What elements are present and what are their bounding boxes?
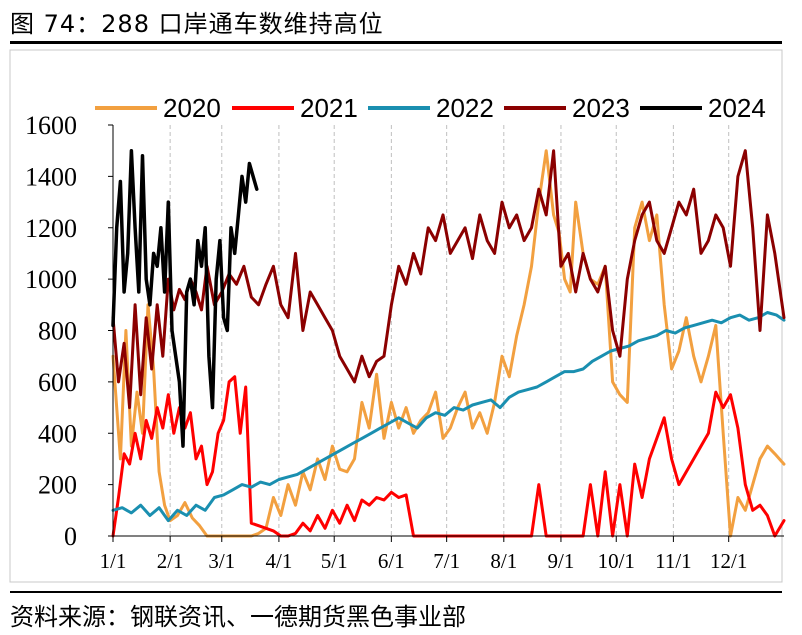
series-line-2023 <box>111 149 786 410</box>
legend-label-2020: 2020 <box>163 93 221 123</box>
plot-frame <box>9 49 783 583</box>
x-tick-label: 8/1 <box>490 549 517 573</box>
y-tick-label: 600 <box>38 368 77 397</box>
x-tick-label: 1/1 <box>100 549 127 573</box>
series-line-2024 <box>111 148 259 448</box>
y-tick-label: 400 <box>38 419 77 448</box>
x-tick-label: 7/1 <box>433 549 460 573</box>
x-tick-label: 12/1 <box>710 549 747 573</box>
x-tick-label: 6/1 <box>378 549 405 573</box>
legend-label-2023: 2023 <box>572 93 630 123</box>
y-tick-label: 1200 <box>25 214 77 243</box>
legend: 2020 2021 2022 2023 2024 <box>95 93 766 123</box>
legend-label-2021: 2021 <box>300 93 358 123</box>
x-tick-label: 3/1 <box>208 549 235 573</box>
axes: 0 200 400 600 800 1000 1200 1400 1600 1/1 2/1 3/1 4/… <box>25 111 784 573</box>
x-tick-label: 5/1 <box>321 549 348 573</box>
series-line-2022 <box>111 311 786 523</box>
x-tick-label: 4/1 <box>265 549 292 573</box>
grid-lines <box>169 125 730 536</box>
x-tick-label: 9/1 <box>548 549 575 573</box>
x-tick-label: 2/1 <box>157 549 184 573</box>
y-tick-label: 1400 <box>25 162 77 191</box>
title-rule <box>10 41 782 44</box>
source-rule <box>10 591 782 593</box>
y-tick-label: 1000 <box>25 265 77 294</box>
x-tick-label: 11/1 <box>655 549 692 573</box>
y-tick-label: 1600 <box>25 111 77 140</box>
y-tick-label: 200 <box>38 471 77 500</box>
figure-title: 图 74：288 口岸通车数维持高位 <box>10 10 384 38</box>
x-tick-label: 10/1 <box>598 549 635 573</box>
legend-label-2024: 2024 <box>708 93 766 123</box>
source-note: 资料来源：钢联资讯、一德期货黑色事业部 <box>10 603 466 631</box>
legend-label-2022: 2022 <box>436 93 494 123</box>
y-tick-label: 800 <box>38 317 77 346</box>
y-tick-label: 0 <box>64 522 77 551</box>
